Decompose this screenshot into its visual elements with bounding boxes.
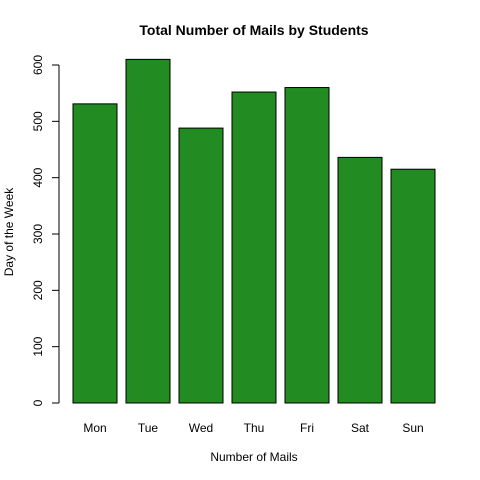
bar-fri xyxy=(284,87,330,404)
y-tick-label: 500 xyxy=(31,111,45,131)
y-tick-label: 400 xyxy=(31,167,45,187)
x-tick-label-tue: Tue xyxy=(138,421,159,435)
x-axis-label: Number of Mails xyxy=(210,450,297,464)
x-tick-label-mon: Mon xyxy=(83,421,106,435)
bar-wed xyxy=(178,127,224,404)
y-axis: 0 100 200 300 400 500 600 xyxy=(31,55,60,406)
x-tick-label-sun: Sun xyxy=(402,421,423,435)
bar-thu xyxy=(231,91,277,404)
chart-title: Total Number of Mails by Students xyxy=(139,22,368,38)
x-tick-label-sat: Sat xyxy=(351,421,370,435)
y-tick-label: 100 xyxy=(31,336,45,356)
y-tick-label: 600 xyxy=(31,55,45,75)
x-tick-label-fri: Fri xyxy=(300,421,314,435)
bar-tue xyxy=(125,58,171,404)
y-axis-label: Day of the Week xyxy=(2,187,16,276)
bar-sat xyxy=(337,156,383,404)
x-tick-label-wed: Wed xyxy=(189,421,213,435)
bar-sun xyxy=(390,168,436,404)
y-tick-label: 0 xyxy=(31,399,45,406)
y-tick-label: 200 xyxy=(31,280,45,300)
y-tick-label: 300 xyxy=(31,224,45,244)
bar-mon xyxy=(72,103,118,404)
bars xyxy=(72,58,436,404)
x-tick-label-thu: Thu xyxy=(244,421,265,435)
x-tick-labels: Mon Tue Wed Thu Fri Sat Sun xyxy=(83,421,423,435)
